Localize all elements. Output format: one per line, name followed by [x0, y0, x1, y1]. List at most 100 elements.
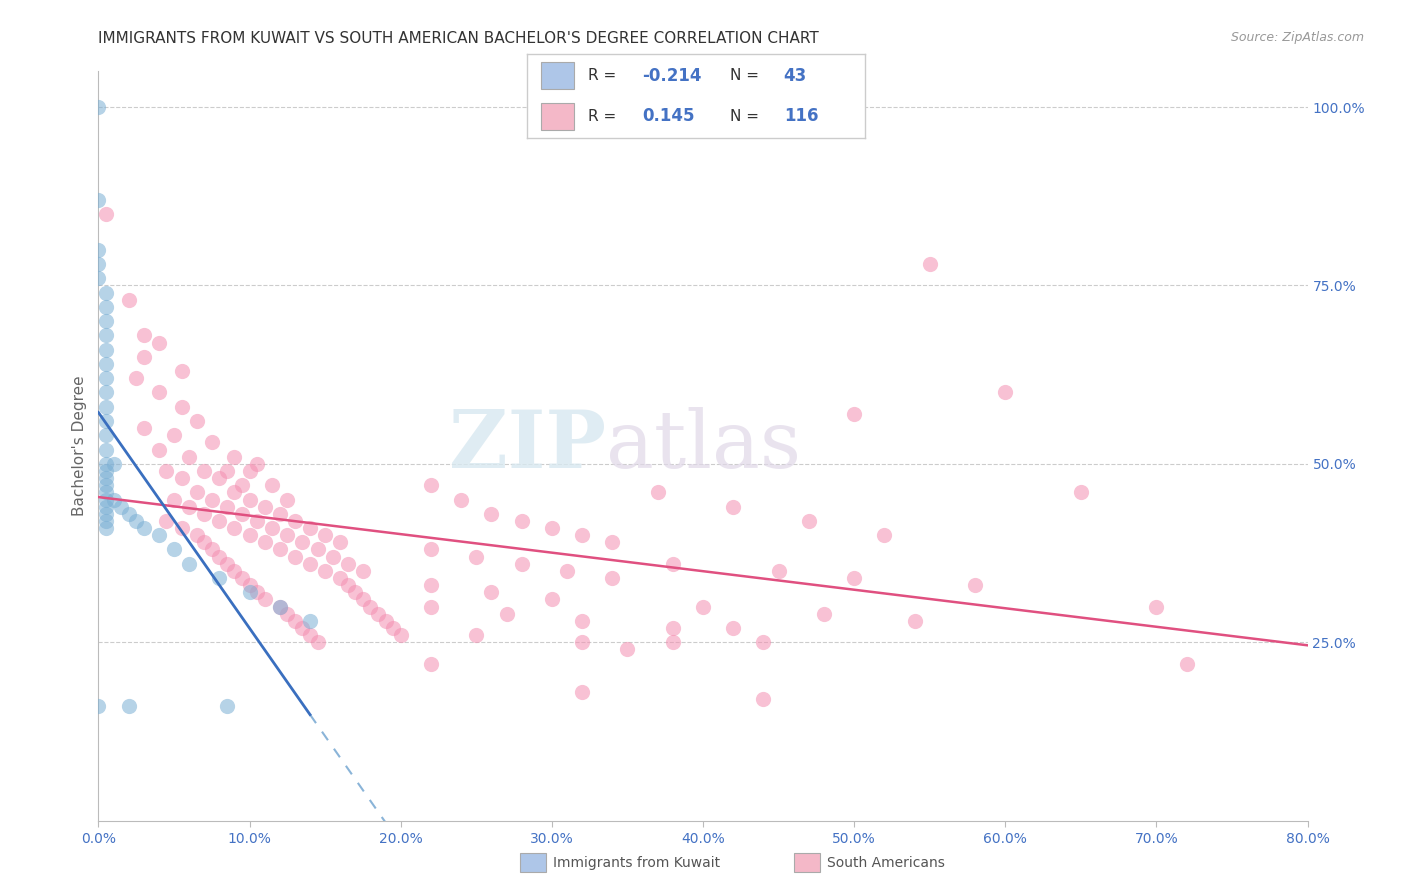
Point: [661, 557, 683, 571]
Point: [125, 371, 148, 385]
Point: [239, 492, 262, 507]
Point: [540, 521, 562, 535]
Point: [262, 521, 284, 535]
Point: [103, 457, 125, 471]
Point: [246, 585, 269, 599]
Point: [291, 621, 314, 635]
Point: [87, 257, 110, 271]
Point: [246, 514, 269, 528]
Point: [322, 549, 344, 564]
Point: [647, 485, 669, 500]
Point: [269, 542, 291, 557]
Point: [179, 450, 201, 464]
Point: [382, 621, 405, 635]
Point: [215, 500, 238, 514]
Point: [110, 500, 132, 514]
Point: [314, 564, 336, 578]
Point: [299, 614, 322, 628]
Point: [132, 328, 155, 343]
Point: [269, 599, 291, 614]
Point: [555, 564, 578, 578]
Point: [94, 464, 117, 478]
Point: [768, 564, 790, 578]
Point: [87, 193, 110, 207]
Point: [352, 592, 374, 607]
Point: [224, 450, 246, 464]
Point: [465, 628, 488, 642]
Point: [94, 478, 117, 492]
Point: [571, 528, 593, 542]
Point: [299, 628, 322, 642]
Text: N =: N =: [730, 68, 763, 83]
Point: [465, 549, 488, 564]
Point: [132, 350, 155, 364]
Text: N =: N =: [730, 109, 763, 124]
Point: [224, 485, 246, 500]
Point: [262, 478, 284, 492]
Point: [495, 607, 517, 621]
Point: [148, 528, 170, 542]
Point: [374, 614, 396, 628]
Point: [94, 428, 117, 442]
Text: ZIP: ZIP: [450, 407, 606, 485]
Point: [94, 500, 117, 514]
Point: [94, 300, 117, 314]
Point: [752, 692, 775, 706]
Point: [201, 435, 224, 450]
Point: [94, 471, 117, 485]
Point: [103, 492, 125, 507]
Point: [314, 528, 336, 542]
Point: [352, 564, 374, 578]
Text: IMMIGRANTS FROM KUWAIT VS SOUTH AMERICAN BACHELOR'S DEGREE CORRELATION CHART: IMMIGRANTS FROM KUWAIT VS SOUTH AMERICAN…: [98, 31, 820, 46]
Text: South Americans: South Americans: [827, 855, 945, 870]
Point: [231, 507, 253, 521]
Point: [420, 599, 443, 614]
Point: [336, 557, 359, 571]
Text: R =: R =: [588, 109, 621, 124]
Point: [118, 293, 141, 307]
Point: [170, 521, 193, 535]
Point: [132, 521, 155, 535]
Point: [239, 464, 262, 478]
Y-axis label: Bachelor's Degree: Bachelor's Degree: [72, 376, 87, 516]
Point: [873, 528, 896, 542]
Point: [163, 542, 186, 557]
Point: [87, 100, 110, 114]
Point: [723, 621, 745, 635]
Point: [299, 521, 322, 535]
Point: [94, 357, 117, 371]
Point: [752, 635, 775, 649]
Point: [125, 514, 148, 528]
Point: [661, 635, 683, 649]
Point: [215, 557, 238, 571]
Point: [276, 607, 298, 621]
Point: [420, 542, 443, 557]
Point: [179, 500, 201, 514]
Point: [94, 385, 117, 400]
Point: [201, 542, 224, 557]
Point: [186, 414, 208, 428]
Point: [170, 400, 193, 414]
Point: [336, 578, 359, 592]
Point: [155, 514, 177, 528]
Point: [389, 628, 412, 642]
Point: [420, 478, 443, 492]
Point: [208, 549, 231, 564]
Point: [367, 607, 389, 621]
Point: [94, 371, 117, 385]
Point: [208, 514, 231, 528]
Point: [94, 485, 117, 500]
Point: [602, 571, 624, 585]
Text: 43: 43: [783, 67, 807, 85]
Text: Immigrants from Kuwait: Immigrants from Kuwait: [553, 855, 720, 870]
Point: [329, 535, 352, 549]
Point: [193, 535, 215, 549]
Point: [269, 599, 291, 614]
Text: atlas: atlas: [606, 407, 801, 485]
Point: [148, 335, 170, 350]
Point: [284, 614, 307, 628]
Point: [186, 485, 208, 500]
Point: [224, 521, 246, 535]
Point: [208, 471, 231, 485]
Point: [797, 514, 820, 528]
